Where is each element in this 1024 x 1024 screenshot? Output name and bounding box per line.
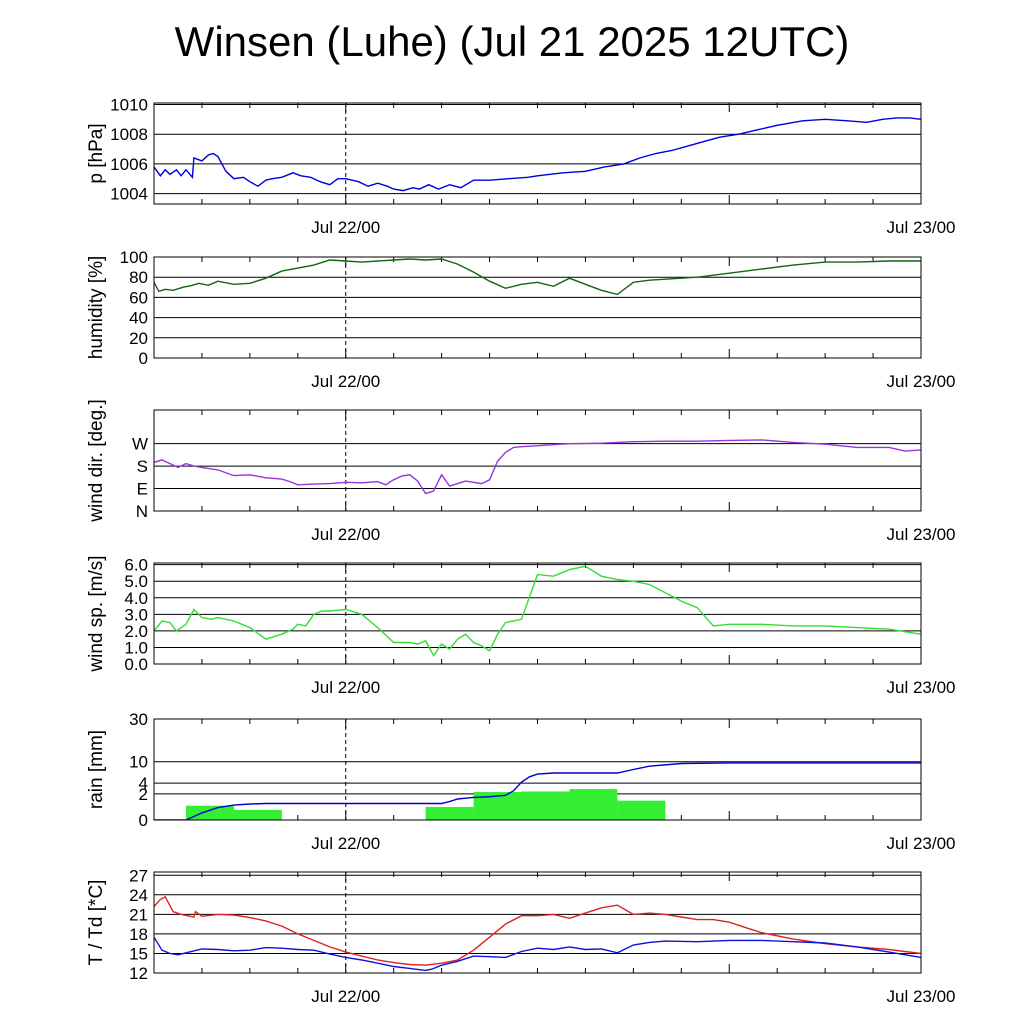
y-tick-label: 27 xyxy=(129,866,148,885)
rain-bar xyxy=(521,791,570,820)
y-tick-label: N xyxy=(136,502,148,521)
x-tick-label: Jul 23/00 xyxy=(887,372,956,391)
y-tick-label: 60 xyxy=(129,288,148,307)
y-tick-label: W xyxy=(132,435,148,454)
y-tick-label: 3.0 xyxy=(124,605,148,624)
chart-title: Winsen (Luhe) (Jul 21 2025 12UTC) xyxy=(174,18,850,65)
y-tick-label: E xyxy=(137,480,148,499)
y-axis-label: p [hPa] xyxy=(86,123,107,183)
y-tick-label: 4.0 xyxy=(124,589,148,608)
y-tick-label: 15 xyxy=(129,944,148,963)
y-axis-label: wind sp. [m/s] xyxy=(86,555,107,672)
y-tick-label: 5.0 xyxy=(124,572,148,591)
y-tick-label: 2 xyxy=(139,785,148,804)
plot-frame xyxy=(153,256,922,359)
x-tick-label: Jul 23/00 xyxy=(887,987,956,1006)
y-tick-label: 18 xyxy=(129,925,148,944)
x-tick-label: Jul 22/00 xyxy=(311,525,380,544)
rain-bar xyxy=(617,800,666,820)
y-tick-label: 20 xyxy=(129,329,148,348)
plot-frame xyxy=(153,102,922,205)
series-line xyxy=(154,439,921,495)
y-tick-label: 1008 xyxy=(110,125,148,144)
series-line xyxy=(154,258,921,296)
plot-frame xyxy=(153,871,922,974)
y-tick-label: 12 xyxy=(129,964,148,983)
y-tick-label: 6.0 xyxy=(124,556,148,575)
y-tick-label: 30 xyxy=(129,710,148,729)
y-tick-label: 100 xyxy=(120,248,148,267)
y-tick-label: 40 xyxy=(129,309,148,328)
y-axis-label: T / Td [*C] xyxy=(86,880,107,966)
rain-bar xyxy=(185,805,234,820)
y-tick-label: 1010 xyxy=(110,95,148,114)
x-tick-label: Jul 22/00 xyxy=(311,372,380,391)
y-tick-label: 0.0 xyxy=(124,655,148,674)
x-tick-label: Jul 22/00 xyxy=(311,678,380,697)
rain-bar xyxy=(425,806,474,820)
y-tick-label: 1004 xyxy=(110,185,148,204)
x-tick-label: Jul 23/00 xyxy=(887,834,956,853)
y-tick-label: 1006 xyxy=(110,155,148,174)
x-tick-label: Jul 22/00 xyxy=(311,987,380,1006)
x-tick-label: Jul 23/00 xyxy=(887,678,956,697)
x-tick-label: Jul 23/00 xyxy=(887,525,956,544)
y-tick-label: 24 xyxy=(129,886,148,905)
rain-bar xyxy=(233,809,282,820)
y-tick-label: 1.0 xyxy=(124,638,148,657)
y-tick-label: 80 xyxy=(129,268,148,287)
y-axis-label: humidity [%] xyxy=(86,256,107,359)
x-tick-label: Jul 22/00 xyxy=(311,834,380,853)
series-line xyxy=(154,895,921,966)
plot-frame xyxy=(153,718,922,821)
wind-speed-panel: 0.01.02.03.04.05.06.0 wind sp. [m/s] Jul 2… xyxy=(86,555,956,697)
x-tick-label: Jul 23/00 xyxy=(887,218,956,237)
y-axis-label: rain [mm] xyxy=(86,730,107,809)
y-tick-label: 21 xyxy=(129,905,148,924)
y-axis-label: wind dir. [deg.] xyxy=(86,399,107,523)
series-line xyxy=(154,762,921,820)
series-line xyxy=(154,565,921,658)
plot-frame xyxy=(153,562,922,665)
y-tick-label: S xyxy=(137,457,148,476)
y-tick-label: 10 xyxy=(129,753,148,772)
y-tick-label: 4 xyxy=(139,774,148,793)
y-tick-label: 0 xyxy=(139,811,148,830)
series-line xyxy=(154,936,921,972)
y-tick-label: 2.0 xyxy=(124,622,148,641)
rain-panel: 0 24 10 30 rain [mm] Jul 22/00 Jul 23/00 xyxy=(86,710,956,853)
series-line xyxy=(154,117,921,192)
x-tick-label: Jul 22/00 xyxy=(311,218,380,237)
rain-bar xyxy=(569,789,618,820)
plot-frame xyxy=(153,409,922,512)
y-tick-label: 0 xyxy=(139,349,148,368)
